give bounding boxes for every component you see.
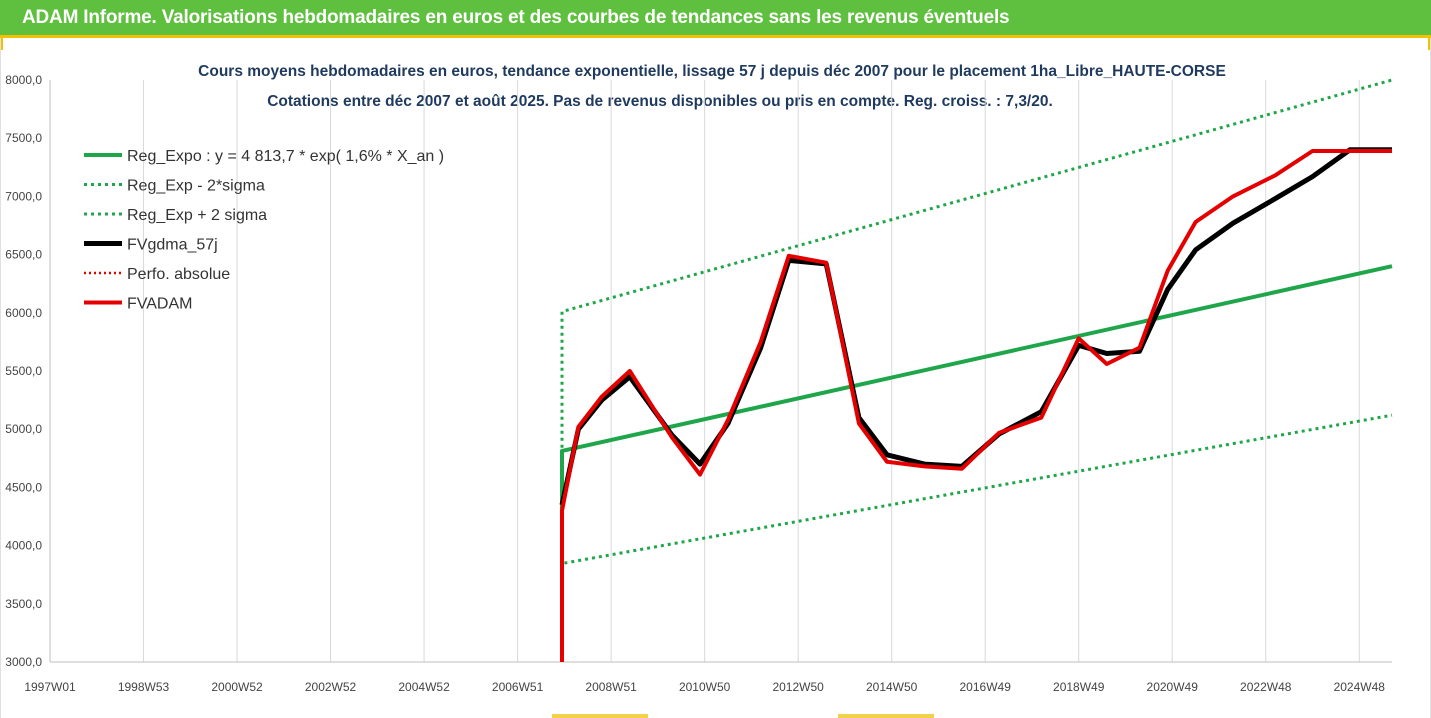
x-tick-label: 2014W50: [866, 680, 918, 694]
y-tick-label: 8000,0: [5, 73, 42, 87]
series-line-5: [560, 149, 1392, 662]
legend-label-1: Reg_Exp - 2*sigma: [127, 178, 265, 195]
chart-title: Cours moyens hebdomadaires en euros, ten…: [198, 63, 1226, 80]
grid: [143, 80, 1360, 662]
y-tick-label: 3500,0: [5, 597, 42, 611]
y-tick-label: 3000,0: [5, 655, 42, 669]
y-tick-label: 5000,0: [5, 422, 42, 436]
y-tick-label: 4500,0: [5, 480, 42, 494]
x-tick-label: 2002W52: [305, 680, 357, 694]
y-tick-label: 5500,0: [5, 364, 42, 378]
x-tick-label: 2008W51: [585, 680, 637, 694]
series-line-0: [560, 264, 1393, 511]
x-tick-label: 1997W01: [24, 680, 76, 694]
x-tick-label: 2020W49: [1147, 680, 1199, 694]
legend-label-3: FVgdma_57j: [127, 237, 218, 254]
frame-corner-right: [1416, 38, 1431, 50]
y-tick-label: 7500,0: [5, 131, 42, 145]
legend-label-0: Reg_Expo : y = 4 813,7 * exp( 1,6% * X_a…: [127, 148, 444, 165]
chart-subtitle: Cotations entre déc 2007 et août 2025. P…: [267, 93, 1053, 110]
y-tick-label: 6000,0: [5, 306, 42, 320]
y-tick-label: 7000,0: [5, 189, 42, 203]
x-tick-label: 2024W48: [1334, 680, 1386, 694]
series-line-3: [559, 147, 1392, 506]
x-tick-label: 2012W50: [772, 680, 824, 694]
x-tick-label: 2004W52: [398, 680, 450, 694]
x-tick-label: 2016W49: [960, 680, 1012, 694]
legend-label-2: Reg_Exp + 2 sigma: [127, 207, 267, 224]
report-banner: ADAM Informe. Valorisations hebdomadaire…: [0, 0, 1431, 38]
y-tick-label: 6500,0: [5, 248, 42, 262]
x-tick-label: 2018W49: [1053, 680, 1105, 694]
x-tick-label: 2022W48: [1240, 680, 1292, 694]
x-tick-label: 2006W51: [492, 680, 544, 694]
frame-corner-left: [0, 38, 15, 50]
bottom-tab-2: [838, 714, 934, 718]
legend-label-5: FVADAM: [127, 296, 192, 313]
x-tick-label: 2010W50: [679, 680, 731, 694]
series-layer: [559, 78, 1393, 662]
legend-label-4: Perfo. absolue: [127, 266, 230, 283]
report-title: ADAM Informe. Valorisations hebdomadaire…: [22, 7, 1010, 28]
series-line-1: [564, 413, 1393, 565]
y-tick-label: 4000,0: [5, 539, 42, 553]
x-tick-label: 1998W53: [118, 680, 170, 694]
legend: Reg_Expo : y = 4 813,7 * exp( 1,6% * X_a…: [84, 148, 444, 313]
bottom-tab-1: [552, 714, 648, 718]
axes: 1997W01 1998W53 2000W52 2002W52 2004W52 2006W…: [5, 73, 1392, 694]
x-tick-label: 2000W52: [211, 680, 263, 694]
